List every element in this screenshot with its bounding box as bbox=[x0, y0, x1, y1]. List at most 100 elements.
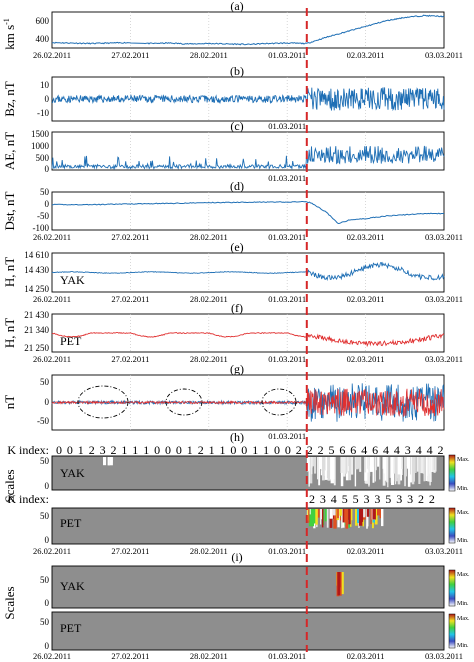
heatmap-cell bbox=[333, 457, 336, 486]
heatmap-cell bbox=[308, 509, 313, 527]
ytick-c-3: 0 bbox=[45, 164, 50, 174]
station-label-e: YAK bbox=[60, 273, 85, 287]
heatmap-cell bbox=[325, 457, 328, 471]
k-index-value: 5 bbox=[342, 492, 348, 506]
highlight-ellipse-2 bbox=[165, 388, 203, 416]
k-index-value: 1 bbox=[209, 443, 215, 457]
heatmap-cell bbox=[368, 457, 370, 487]
heatmap-cell bbox=[324, 509, 328, 522]
k-index-value: 3 bbox=[374, 492, 380, 506]
heatmap-cell bbox=[321, 509, 324, 528]
xtick-f-2: 28.02.2011 bbox=[190, 354, 228, 364]
k-index-value: 3 bbox=[405, 443, 411, 457]
series-line-pet-h bbox=[51, 332, 445, 348]
highlight-ellipse-3 bbox=[261, 388, 297, 416]
heatmap-cell bbox=[355, 457, 359, 470]
colorbar-h-yak: Max. Min. bbox=[448, 454, 470, 492]
heatmap-cell bbox=[377, 457, 380, 467]
heatmap-cell bbox=[381, 509, 384, 527]
k-index-value: 0 bbox=[285, 443, 291, 457]
ytick-b-1: 0 bbox=[45, 94, 50, 104]
heatmap-cell bbox=[386, 457, 389, 483]
heatmap-cell bbox=[333, 509, 336, 516]
k-index-value: 1 bbox=[187, 443, 193, 457]
heatmap-yak-i bbox=[51, 565, 445, 609]
ytick-h2-0: 50 bbox=[40, 511, 50, 521]
k-index-value: 2 bbox=[296, 443, 302, 457]
k-index-value: 1 bbox=[263, 443, 269, 457]
ytick-c-2: 500 bbox=[36, 153, 50, 163]
heatmap-cell bbox=[322, 457, 325, 481]
heatmap-cell bbox=[314, 457, 317, 474]
heatmap-cell bbox=[369, 457, 374, 472]
heatmap-cell bbox=[311, 457, 316, 467]
heatmap-cell bbox=[425, 457, 428, 481]
panel-label-g: (g) bbox=[230, 362, 244, 376]
heatmap-cell bbox=[320, 509, 323, 520]
series-line-bz bbox=[51, 87, 445, 112]
heatmap-cell bbox=[407, 457, 411, 487]
heatmap-cell bbox=[319, 457, 323, 470]
k-index-value: 4 bbox=[331, 492, 337, 506]
k-index-value: 1 bbox=[143, 443, 149, 457]
colorbar-min-label: Min. bbox=[457, 486, 469, 492]
ytick-f-1: 21 340 bbox=[24, 325, 49, 335]
ytick-i1-0: 50 bbox=[40, 575, 50, 585]
k-index-value: 3 bbox=[100, 443, 106, 457]
heatmap-cell bbox=[423, 457, 426, 482]
heatmap-cell bbox=[418, 457, 421, 484]
xtick-d-1: 27.02.2011 bbox=[111, 232, 149, 242]
highlight-ellipse-1 bbox=[77, 385, 129, 419]
heatmap-cell bbox=[307, 509, 309, 521]
heatmap-cell bbox=[318, 457, 321, 486]
heatmap-cell bbox=[330, 457, 333, 480]
ytick-d-3: -100 bbox=[33, 223, 50, 233]
xtick-a-4: 02.03.2011 bbox=[347, 50, 385, 60]
panel-a-frame bbox=[51, 11, 445, 49]
ytick-e-2: 14 250 bbox=[24, 284, 49, 294]
ylabel-b: Bz, nT bbox=[2, 81, 17, 116]
xtick-d-5: 03.03.2011 bbox=[425, 232, 463, 242]
ylabel-h: Scales bbox=[2, 469, 17, 502]
k-index-label-pet: K index: bbox=[7, 492, 49, 506]
heatmap-cell bbox=[372, 509, 376, 520]
heatmap-cell bbox=[326, 509, 329, 528]
k-index-value: 1 bbox=[252, 443, 258, 457]
k-index-value: 2 bbox=[89, 443, 95, 457]
heatmap-cell bbox=[333, 509, 337, 529]
ytick-g-2: -50 bbox=[37, 416, 49, 426]
xtick-i-0: 26.02.2011 bbox=[33, 651, 71, 661]
xtick-b-3: 01.03.2011 bbox=[268, 121, 306, 131]
xtick-g-3: 01.03.2011 bbox=[268, 431, 306, 441]
xtick-d-0: 26.02.2011 bbox=[33, 232, 71, 242]
heatmap-cell bbox=[315, 509, 318, 516]
colorbar-min-label: Min. bbox=[457, 538, 469, 544]
ylabel-i: Scales bbox=[2, 586, 17, 619]
heatmap-cell bbox=[110, 457, 113, 463]
series-line-speed bbox=[51, 14, 445, 46]
heatmap-cell bbox=[335, 509, 337, 528]
ytick-i2-1: 0 bbox=[45, 641, 50, 651]
panel-b-frame bbox=[51, 76, 445, 122]
panel-label-c: (c) bbox=[230, 119, 243, 133]
heatmap-cell bbox=[427, 457, 431, 482]
xtick-f-0: 26.02.2011 bbox=[33, 354, 71, 364]
xtick-f-5: 03.03.2011 bbox=[425, 354, 463, 364]
k-index-value: 1 bbox=[78, 443, 84, 457]
xtick-i-4: 02.03.2011 bbox=[347, 651, 385, 661]
k-index-value: 0 bbox=[154, 443, 160, 457]
ytick-i1-1: 0 bbox=[45, 598, 50, 608]
heatmap-cell bbox=[430, 457, 432, 482]
ytick-b-0: 10 bbox=[40, 80, 50, 90]
heatmap-cell bbox=[340, 572, 342, 596]
xtick-e-4: 02.03.2011 bbox=[347, 294, 385, 304]
heatmap-cell bbox=[331, 457, 335, 480]
heatmap-cell bbox=[348, 457, 352, 481]
heatmap-cell bbox=[359, 509, 363, 526]
k-index-value: 0 bbox=[176, 443, 182, 457]
heatmap-cell bbox=[337, 509, 339, 519]
colorbar-h-pet: Max. Min. bbox=[448, 507, 470, 544]
heatmap-yak-h-features bbox=[103, 457, 437, 488]
xtick-i-1: 27.02.2011 bbox=[111, 651, 149, 661]
